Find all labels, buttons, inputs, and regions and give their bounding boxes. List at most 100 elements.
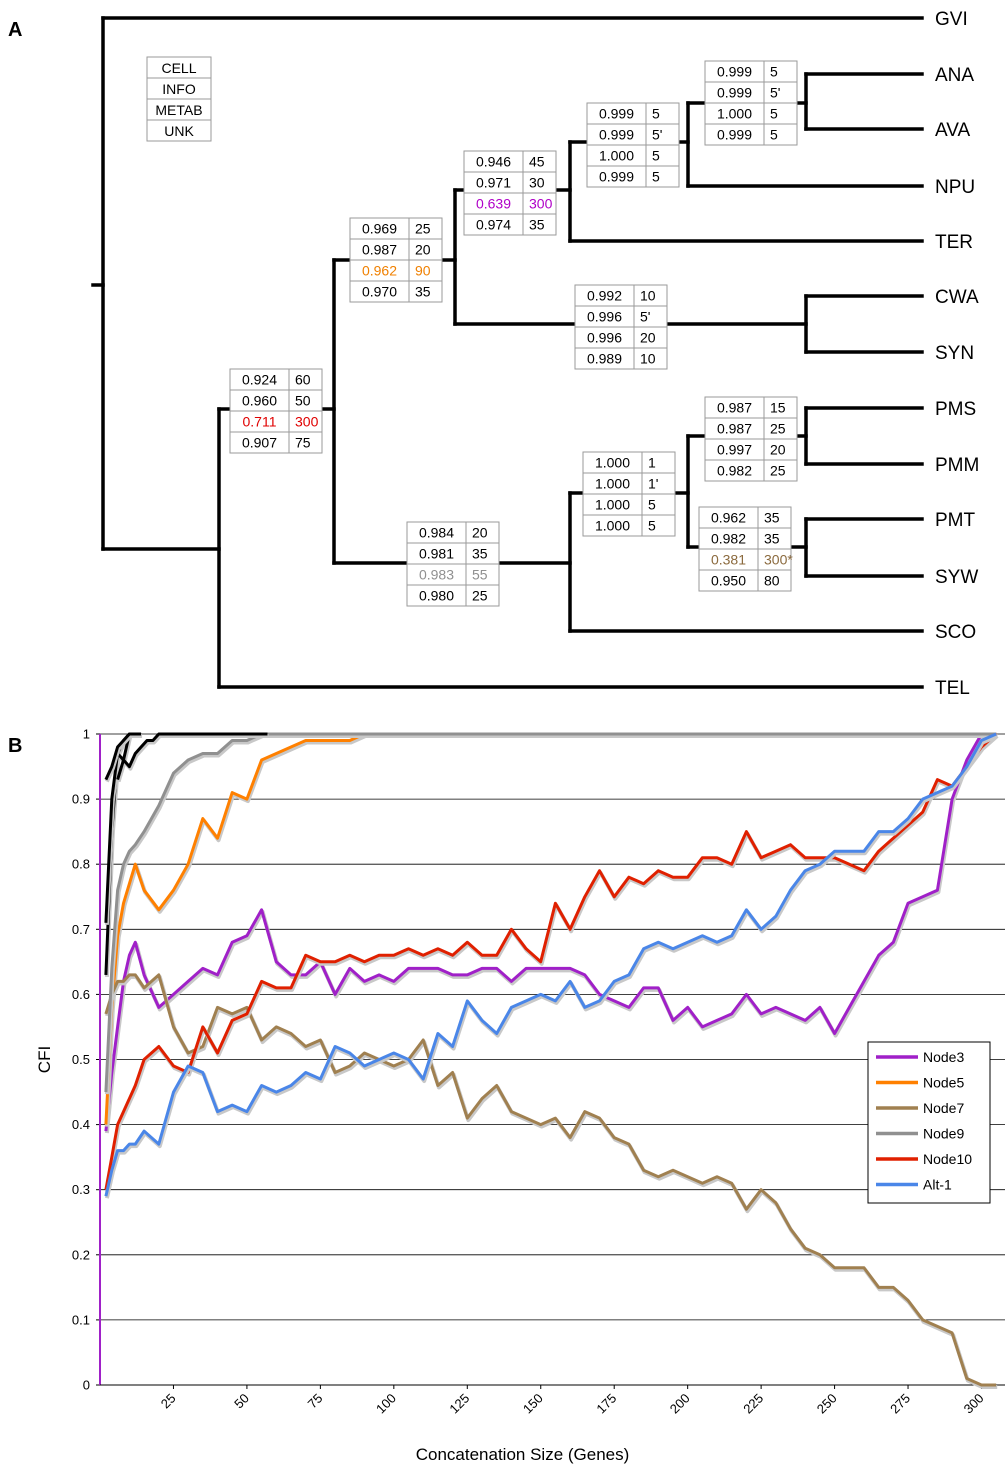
support-value: 0.999 xyxy=(599,106,634,122)
table-cell xyxy=(641,493,676,516)
legend-label: Node3 xyxy=(923,1049,964,1065)
legend-label: Node9 xyxy=(923,1126,964,1142)
node-table-node5: 0.969 25 0.987 20 0.962 90 0.970 35 xyxy=(349,217,443,303)
table-cell xyxy=(522,213,557,236)
x-tick-label: 125 xyxy=(446,1391,472,1417)
gene-count: 5 xyxy=(648,497,656,513)
support-value: 0.983 xyxy=(419,567,454,583)
support-value: 0.984 xyxy=(419,525,454,541)
node-table-ana-ava-npu: 0.999 5 0.999 5' 1.000 5 0.999 5 xyxy=(586,102,680,188)
support-value: 0.960 xyxy=(242,393,277,409)
node-table-node9: 0.984 20 0.981 35 0.983 55 0.980 25 xyxy=(406,521,500,607)
table-cell xyxy=(757,569,792,592)
y-tick-label: 0.4 xyxy=(72,1117,90,1132)
support-value: 0.996 xyxy=(587,330,622,346)
node-table-node10: 0.924 60 0.960 50 0.711 300 0.907 75 xyxy=(229,368,323,454)
support-value: 0.992 xyxy=(587,288,622,304)
category-label: UNK xyxy=(164,123,194,139)
taxon-label: PMT xyxy=(935,510,976,531)
support-value: 1.000 xyxy=(595,497,630,513)
gene-count: 300* xyxy=(764,552,793,568)
x-tick-label: 75 xyxy=(305,1391,326,1412)
category-legend-box: CELL INFO METAB UNK xyxy=(146,56,212,142)
gene-count: 20 xyxy=(472,525,488,541)
panel-a-label: A xyxy=(8,19,22,41)
support-value: 0.639 xyxy=(476,196,511,212)
taxon-label: GVI xyxy=(935,9,968,30)
series-line-node3 xyxy=(104,732,997,1132)
gene-count: 35 xyxy=(415,284,431,300)
support-value: 0.999 xyxy=(717,127,752,143)
taxon-label: PMS xyxy=(935,399,976,420)
table-cell xyxy=(465,584,500,607)
support-value: 0.987 xyxy=(717,421,752,437)
gene-count: 5 xyxy=(770,127,778,143)
gene-count: 35 xyxy=(764,510,780,526)
table-cell xyxy=(645,165,680,188)
gene-count: 25 xyxy=(770,463,786,479)
support-value: 0.982 xyxy=(711,531,746,547)
gene-count: 60 xyxy=(295,372,311,388)
support-value: 0.962 xyxy=(711,510,746,526)
support-value: 0.982 xyxy=(717,463,752,479)
gene-count: 300 xyxy=(529,196,553,212)
gene-count: 15 xyxy=(770,400,786,416)
support-value: 0.981 xyxy=(419,546,454,562)
gene-count: 35 xyxy=(529,217,545,233)
node-table-prochloro: 1.000 1 1.000 1' 1.000 5 1.000 5 xyxy=(582,451,676,537)
taxon-label: PMM xyxy=(935,455,979,476)
y-tick-label: 0.9 xyxy=(72,792,90,807)
series-line-node7 xyxy=(104,973,997,1387)
gene-count: 5 xyxy=(770,106,778,122)
gene-count: 25 xyxy=(770,421,786,437)
tree-branches xyxy=(91,16,924,689)
legend-label: Node7 xyxy=(923,1100,964,1116)
legend-label: Node10 xyxy=(923,1151,972,1167)
gene-count: 45 xyxy=(529,154,545,170)
x-tick-label: 25 xyxy=(158,1391,179,1412)
x-tick-label: 150 xyxy=(520,1391,546,1417)
series-line-node5-shadow xyxy=(104,734,998,1127)
series-line-unlabeled-3 xyxy=(104,732,142,781)
support-value: 0.989 xyxy=(587,351,622,367)
taxon-labels: GVI ANA AVA NPU TER CWA SYN PMS PMM PMT … xyxy=(935,9,979,699)
table-cell xyxy=(763,102,798,125)
y-tick-label: 0.3 xyxy=(72,1182,90,1197)
gene-count: 25 xyxy=(472,588,488,604)
table-cell xyxy=(633,305,668,328)
y-tick-label: 0.1 xyxy=(72,1312,90,1327)
y-tick-label: 0.2 xyxy=(72,1247,90,1262)
table-cell xyxy=(645,144,680,167)
gene-count: 55 xyxy=(472,567,488,583)
taxon-label: NPU xyxy=(935,177,975,198)
gene-count: 5 xyxy=(652,148,660,164)
table-cell xyxy=(641,451,676,474)
series-line-node9 xyxy=(104,732,997,1093)
node-table-cwa-syn: 0.992 10 0.996 5' 0.996 20 0.989 10 xyxy=(574,284,668,370)
gene-count: 25 xyxy=(415,221,431,237)
series-line-node7-shadow xyxy=(104,974,998,1389)
taxon-label: ANA xyxy=(935,65,974,86)
support-value: 1.000 xyxy=(595,455,630,471)
gene-count: 10 xyxy=(640,351,656,367)
node-table-node3: 0.946 45 0.971 30 0.639 300 0.974 35 xyxy=(463,150,557,236)
table-cell xyxy=(633,347,668,370)
gene-count: 5 xyxy=(648,518,656,534)
taxon-label: SCO xyxy=(935,622,976,643)
support-value: 0.962 xyxy=(362,263,397,279)
x-tick-label: 250 xyxy=(814,1391,840,1417)
table-cell xyxy=(763,123,798,146)
gene-count: 75 xyxy=(295,435,311,451)
y-tick-label: 0.6 xyxy=(72,987,90,1002)
support-value: 0.987 xyxy=(717,400,752,416)
taxon-label: TEL xyxy=(935,678,970,699)
x-tick-label: 200 xyxy=(667,1391,693,1417)
gene-count: 90 xyxy=(415,263,431,279)
table-cell xyxy=(641,514,676,537)
gene-count: 5' xyxy=(640,309,650,325)
series-line-node9-shadow xyxy=(104,734,998,1095)
support-value: 0.999 xyxy=(599,169,634,185)
legend-label: Alt-1 xyxy=(923,1177,952,1193)
support-value: 0.950 xyxy=(711,573,746,589)
support-value: 0.997 xyxy=(717,442,752,458)
